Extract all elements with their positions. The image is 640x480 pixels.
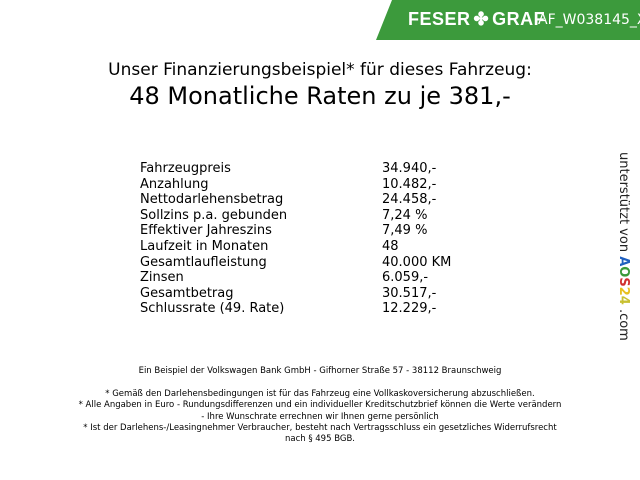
- row-label: Laufzeit in Monaten: [140, 238, 269, 254]
- logo-letter: O: [616, 266, 631, 278]
- row-label: Anzahlung: [140, 176, 209, 192]
- table-row: Laufzeit in Monaten 48: [140, 238, 399, 255]
- row-value: 34.940,-: [382, 161, 437, 176]
- table-row: Sollzins p.a. gebunden 7,24 %: [140, 207, 427, 224]
- logo-letter: 2: [616, 286, 631, 296]
- footnotes: * Gemäß den Darlehensbedingungen ist für…: [0, 389, 640, 445]
- footnote: - Ihre Wunschrate errechnen wir Ihnen ge…: [201, 411, 439, 422]
- row-value: 30.517,-: [382, 285, 437, 301]
- finance-table: Fahrzeugpreis 34.940,- Anzahlung 10.482,- …: [140, 161, 451, 317]
- logo-letter: A: [616, 256, 631, 267]
- bank-info: Ein Beispiel der Volkswagen Bank GmbH - …: [138, 366, 502, 376]
- table-row: Anzahlung 10.482,-: [140, 176, 436, 193]
- brand-logo: FESER ✤ GRAF: [408, 9, 545, 30]
- credit-prefix: unterstützt von: [616, 152, 631, 253]
- aos24-logo: AOS24: [616, 256, 631, 305]
- credit-suffix: .com: [616, 308, 631, 341]
- row-label: Nettodarlehensbetrag: [140, 192, 284, 208]
- row-label: Fahrzeugpreis: [140, 161, 231, 176]
- footnote: * Alle Angaben in Euro - Rundungsdiffere…: [78, 400, 562, 411]
- logo-letter: 4: [616, 295, 631, 305]
- row-label: Gesamtbetrag: [140, 285, 234, 301]
- table-row: Schlussrate (49. Rate) 12.229,-: [140, 301, 436, 317]
- row-label: Zinsen: [140, 270, 184, 286]
- row-label: Sollzins p.a. gebunden: [140, 207, 288, 223]
- aos24-credit: unterstützt von AOS24 .com: [614, 152, 632, 341]
- table-row: Nettodarlehensbetrag 24.458,-: [140, 192, 436, 208]
- title-line-1: Unser Finanzierungsbeispiel* für dieses …: [108, 60, 532, 80]
- row-value: 40.000 KM: [382, 254, 452, 270]
- brand-banner: [376, 0, 640, 40]
- row-value: 6.059,-: [382, 270, 429, 286]
- row-value: 7,49 %: [382, 223, 428, 239]
- vehicle-code: AF_W038145_X: [538, 12, 640, 28]
- table-row: Zinsen 6.059,-: [140, 270, 428, 286]
- row-value: 24.458,-: [382, 192, 437, 208]
- brand-name: FESER: [408, 9, 471, 29]
- table-row: Fahrzeugpreis 34.940,-: [140, 161, 436, 177]
- row-value: 48: [382, 238, 399, 254]
- row-value: 12.229,-: [382, 301, 437, 317]
- table-row: Gesamtlaufleistung 40.000 KM: [140, 254, 451, 271]
- footnote: nach § 495 BGB.: [284, 434, 356, 445]
- footnote: * Gemäß den Darlehensbedingungen ist für…: [105, 389, 535, 399]
- row-value: 10.482,-: [382, 176, 437, 192]
- title-line-2: 48 Monatliche Raten zu je 381,-: [129, 82, 511, 110]
- brand-name-2: GRAF: [492, 9, 546, 29]
- footnote: * Ist der Darlehens-/Leasingnehmer Verbr…: [83, 422, 557, 433]
- row-label: Schlussrate (49. Rate): [140, 301, 285, 317]
- row-label: Effektiver Jahreszins: [140, 223, 272, 239]
- row-label: Gesamtlaufleistung: [140, 254, 267, 270]
- table-row: Effektiver Jahreszins 7,49 %: [140, 223, 427, 239]
- logo-letter: S: [616, 277, 631, 287]
- clover-icon: ✤: [473, 9, 490, 29]
- row-value: 7,24 %: [382, 207, 428, 223]
- table-row: Gesamtbetrag 30.517,-: [140, 285, 436, 302]
